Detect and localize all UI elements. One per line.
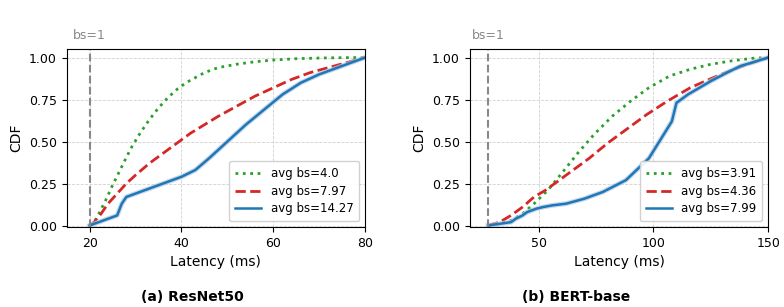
Y-axis label: CDF: CDF [412,124,426,152]
Text: bs=1: bs=1 [472,29,505,42]
X-axis label: Latency (ms): Latency (ms) [574,255,665,270]
Text: bs=1: bs=1 [73,29,106,42]
Text: (a) ResNet50: (a) ResNet50 [140,290,244,304]
Legend: avg bs=4.0, avg bs=7.97, avg bs=14.27: avg bs=4.0, avg bs=7.97, avg bs=14.27 [230,161,359,221]
X-axis label: Latency (ms): Latency (ms) [170,255,261,270]
Y-axis label: CDF: CDF [9,124,24,152]
Text: (b) BERT-base: (b) BERT-base [522,290,630,304]
Legend: avg bs=3.91, avg bs=4.36, avg bs=7.99: avg bs=3.91, avg bs=4.36, avg bs=7.99 [640,161,762,221]
